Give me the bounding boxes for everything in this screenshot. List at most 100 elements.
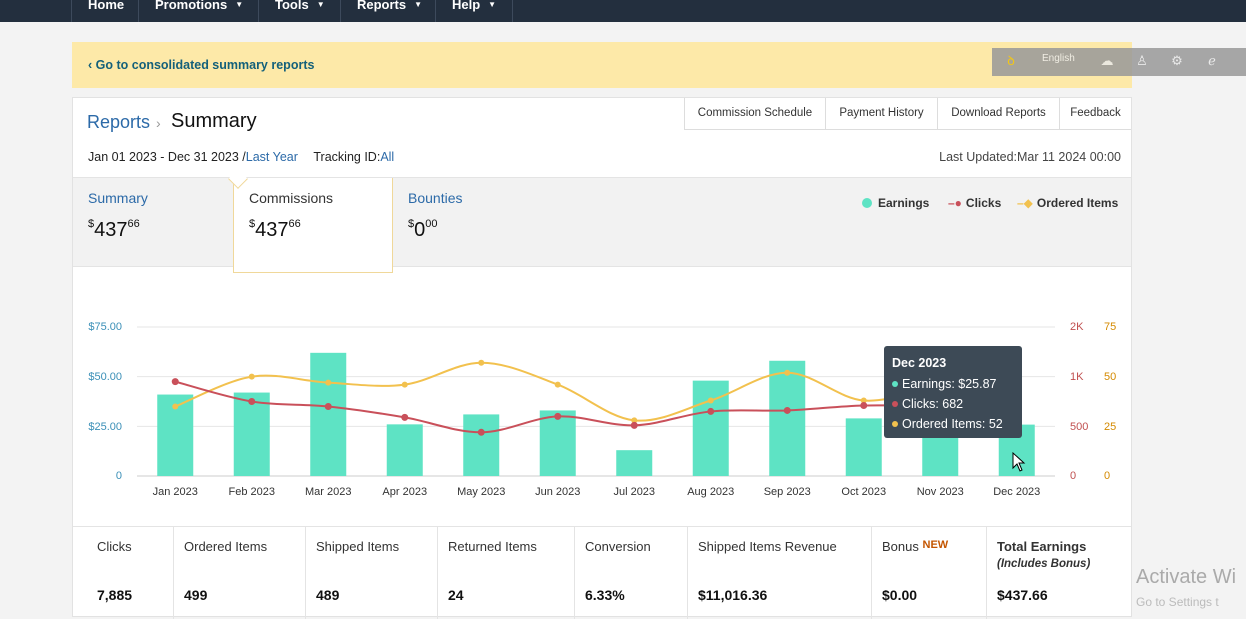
nav-help-label: Help [452, 0, 481, 12]
chevron-down-icon: ▼ [414, 0, 423, 9]
stat-conversion: Conversion 6.33% [574, 527, 687, 619]
ordered-line-icon: –◆ [1017, 196, 1033, 210]
stat-label: Clicks [97, 539, 132, 554]
clicks-tick-2k: 2K [1070, 321, 1084, 333]
language-select[interactable]: English [1042, 53, 1075, 64]
x-tick-label: Apr 2023 [382, 486, 428, 498]
tooltip-title: Dec 2023 [892, 356, 947, 370]
tab-label: Payment History [839, 107, 924, 119]
breadcrumb-separator: › [156, 115, 161, 131]
browser-icon[interactable]: ℯ [1208, 53, 1216, 68]
cloud-icon[interactable]: ☁ [1100, 53, 1114, 68]
stat-total-earnings: Total Earnings (Includes Bonus) $437.66 [986, 527, 1131, 619]
consolidated-summary-link[interactable]: ‹ Go to consolidated summary reports [88, 58, 315, 72]
tab-label: Download Reports [951, 107, 1046, 119]
top-nav: Home Promotions ▼ Tools ▼ Reports ▼ Help ▼ [0, 0, 1246, 22]
amount-cents: 66 [288, 218, 301, 230]
x-tick-label: Dec 2023 [993, 486, 1041, 498]
legend-earnings[interactable]: Earnings [862, 196, 929, 210]
clicks-tick-1k: 1K [1070, 371, 1084, 383]
x-tick-label: Mar 2023 [305, 486, 352, 498]
stat-value: $437.66 [997, 587, 1048, 603]
legend-label: Clicks [965, 196, 1002, 210]
tooltip-clicks-text: Clicks: 682 [902, 397, 964, 411]
tooltip-ordered: Ordered Items: 52 [892, 414, 1014, 434]
bulb-icon[interactable]: ♙ [1136, 53, 1148, 68]
amount-whole: 0 [414, 219, 426, 241]
stats-row: Clicks 7,885 Ordered Items 499 Shipped I… [73, 526, 1131, 619]
stat-label: Bonus NEW [882, 539, 948, 554]
left-tick-25: $25.00 [88, 421, 122, 433]
x-tick-label: Jul 2023 [613, 486, 656, 498]
summary-tab-bounties[interactable]: Bounties $000 [393, 178, 553, 268]
legend-clicks[interactable]: –● Clicks [948, 196, 1001, 210]
activation-watermark: Activate Wi [1136, 566, 1237, 588]
tracking-label: Tracking ID: [313, 150, 381, 164]
tracking-id-link[interactable]: All [380, 150, 395, 164]
nav-tools[interactable]: Tools ▼ [259, 0, 341, 22]
stat-label: Ordered Items [184, 539, 268, 554]
tab-download-reports[interactable]: Download Reports [937, 98, 1059, 130]
legend-label: Ordered Items [1036, 196, 1119, 210]
amount-whole: 437 [94, 219, 128, 241]
nav-promotions-label: Promotions [155, 0, 228, 12]
last-updated: Last Updated:Mar 11 2024 00:00 [939, 150, 1121, 164]
total-label: Total Earnings [997, 539, 1087, 554]
amount-cents: 00 [425, 218, 438, 230]
summary-tab-summary[interactable]: Summary $43766 [73, 178, 233, 268]
tab-label: Feedback [1070, 107, 1121, 119]
currency: $ [88, 218, 95, 230]
summary-tab-commissions[interactable]: Commissions $43766 [233, 178, 393, 273]
stat-ordered-items: Ordered Items 499 [173, 527, 305, 619]
stat-value: 499 [184, 587, 208, 603]
nav-tools-label: Tools [275, 0, 309, 12]
chevron-down-icon: ▼ [235, 0, 244, 9]
ordered-dot-icon [892, 421, 898, 427]
stat-bonus: Bonus NEW $0.00 [871, 527, 986, 619]
chevron-down-icon: ▼ [488, 0, 497, 9]
stat-label: Conversion [585, 539, 651, 554]
tab-payment-history[interactable]: Payment History [825, 98, 937, 130]
tab-feedback[interactable]: Feedback [1059, 98, 1131, 130]
nav-help[interactable]: Help ▼ [436, 0, 513, 22]
clicks-line-icon: –● [948, 196, 962, 210]
tab-amount: $43766 [88, 218, 140, 242]
nav-home[interactable]: Home [71, 0, 139, 22]
period-link[interactable]: Last Year [245, 150, 298, 164]
tab-amount: $43766 [249, 218, 301, 242]
date-range: Jan 01 2023 - Dec 31 2023 / [88, 150, 246, 164]
logo-icon[interactable]: ꝺ [1007, 53, 1015, 68]
stat-value: 489 [316, 587, 340, 603]
nav-reports-label: Reports [357, 0, 407, 12]
stat-shipped-revenue: Shipped Items Revenue $11,016.36 [687, 527, 871, 619]
items-tick-75: 75 [1104, 321, 1117, 333]
nav-home-label: Home [88, 0, 125, 12]
mouse-cursor-icon [1012, 452, 1026, 472]
items-tick-0: 0 [1104, 470, 1111, 482]
x-tick-label: Sep 2023 [763, 486, 811, 498]
legend-ordered-items[interactable]: –◆ Ordered Items [1017, 196, 1118, 210]
nav-promotions[interactable]: Promotions ▼ [139, 0, 259, 22]
tab-label: Commission Schedule [697, 107, 813, 119]
tab-commission-schedule[interactable]: Commission Schedule [684, 98, 825, 130]
clicks-dot-icon [892, 401, 898, 407]
chart-tooltip: Dec 2023 Earnings: $25.87 Clicks: 682 Or… [884, 346, 1022, 438]
tab-title: Commissions [249, 190, 334, 206]
x-tick-label: Aug 2023 [687, 486, 735, 498]
gear-icon[interactable]: ⚙ [1171, 53, 1183, 68]
stat-label: Returned Items [448, 539, 537, 554]
earnings-dot-icon [892, 381, 898, 387]
currency: $ [408, 218, 415, 230]
left-tick-50: $50.00 [88, 371, 122, 383]
breadcrumb-reports[interactable]: Reports [87, 112, 151, 132]
page-title: Summary [171, 110, 257, 132]
earnings-dot-icon [862, 198, 872, 208]
tab-title: Bounties [408, 190, 463, 206]
items-tick-25: 25 [1104, 421, 1117, 433]
stat-value: $0.00 [882, 587, 918, 603]
amount-whole: 437 [255, 219, 289, 241]
left-tick-0: 0 [115, 470, 122, 482]
stat-label: Total Earnings (Includes Bonus) [997, 539, 1090, 570]
nav-reports[interactable]: Reports ▼ [341, 0, 436, 22]
stat-label: Shipped Items [316, 539, 400, 554]
